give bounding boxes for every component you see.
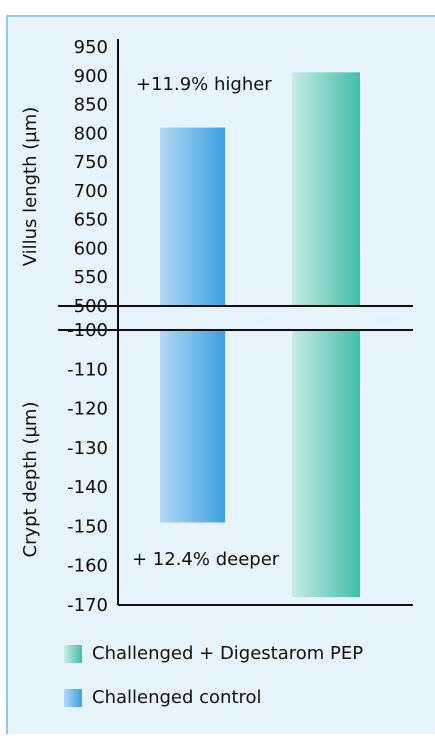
villus-tick-label: 650 <box>74 210 108 231</box>
legend-item-challenged-control: Challenged control <box>64 687 262 708</box>
villus-tick-label: 850 <box>74 95 108 116</box>
crypt-tick-label: -110 <box>67 359 108 380</box>
bottom-y-ticks: -100-110-120-130-140-150-160-170 <box>67 320 108 616</box>
legend-item-digestarom-pep: Challenged + Digestarom PEP <box>64 643 363 664</box>
bar-villus-challenged-digestarom-pep <box>292 72 360 306</box>
legend-label-challenged-control: Challenged control <box>92 687 262 708</box>
crypt-tick-label: -150 <box>67 516 108 537</box>
crypt-tick-label: -160 <box>67 556 108 577</box>
villus-tick-label: 600 <box>74 238 108 259</box>
legend-swatch-digestarom-pep <box>64 644 82 663</box>
bar-crypt-challenged-control <box>160 330 225 523</box>
bar-villus-challenged-control <box>160 127 225 306</box>
villus-tick-label: 900 <box>74 66 108 87</box>
bar-crypt-challenged-digestarom-pep <box>292 330 360 598</box>
annotation-villus-higher: +11.9% higher <box>136 74 272 95</box>
chart-panel: 950 900 850 800 750 700 650 600 550 500 +11.9% hi… <box>6 15 435 734</box>
annotation-crypt-deeper: + 12.4% deeper <box>132 549 280 570</box>
legend-label-digestarom-pep: Challenged + Digestarom PEP <box>92 643 364 664</box>
crypt-tick-label: -140 <box>67 477 108 498</box>
villus-tick-label: 550 <box>74 267 108 288</box>
crypt-tick-label: -130 <box>67 438 108 459</box>
crypt-tick-label: -170 <box>67 595 108 616</box>
legend-swatch-challenged-control <box>64 688 82 707</box>
villus-tick-label: 700 <box>74 181 108 202</box>
y-axis-label-crypt: Crypt depth (µm) <box>20 402 41 558</box>
villus-tick-label: 750 <box>74 152 108 173</box>
crypt-tick-label: -120 <box>67 399 108 420</box>
y-axis-label-villus: Villus length (µm) <box>20 107 41 267</box>
villus-tick-label: 800 <box>74 123 108 144</box>
villus-tick-label: 950 <box>74 37 108 58</box>
